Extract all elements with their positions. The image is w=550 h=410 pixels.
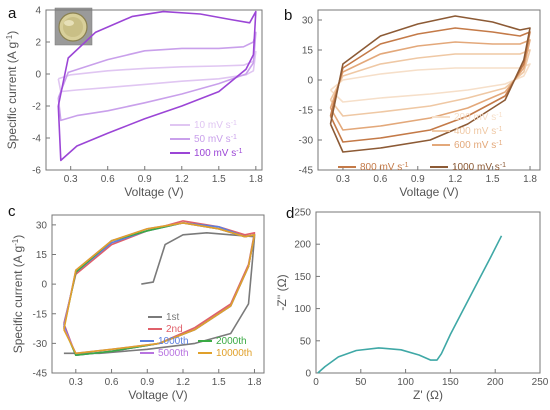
y-tick-label: 50 xyxy=(300,336,312,347)
x-tick-label: 0.9 xyxy=(411,174,425,185)
panel-label-a: a xyxy=(8,5,17,22)
legend-entry: 10 mV s-1 xyxy=(194,120,237,132)
y-tick-label: 15 xyxy=(302,46,314,57)
x-tick-label: 1.2 xyxy=(175,174,189,185)
series-c-10000th xyxy=(63,222,256,355)
series-b-200-mV-s xyxy=(329,63,531,103)
x-tick-label: 0.6 xyxy=(105,377,119,388)
y-tick-label: -30 xyxy=(299,136,314,147)
panel-d: 0 50 100 150 200 250 0 50 100 150 200 250 Z' (Ω) -Z''… xyxy=(275,208,549,403)
x-tick-label: 0.6 xyxy=(373,174,387,185)
plot-frame xyxy=(51,214,265,374)
y-tick-label: -45 xyxy=(33,369,48,380)
series-a-50-mV-s xyxy=(57,31,257,122)
legend-entry: 2000th xyxy=(216,336,247,347)
series-c-5000th xyxy=(63,222,256,355)
legend-entry: 600 mV s-1 xyxy=(454,140,503,152)
x-tick-label: 1.5 xyxy=(212,174,226,185)
series-b-1000-mV-s xyxy=(329,15,531,153)
legend-entry: 1000 mV s-1 xyxy=(452,162,506,174)
x-tick-label: 1.2 xyxy=(176,377,190,388)
x-tick-label: 1.5 xyxy=(212,377,226,388)
series-b-600-mV-s xyxy=(329,39,531,131)
y-tick-label: 4 xyxy=(35,6,41,17)
series-c-1st xyxy=(63,232,256,355)
panel-a: 0.3 0.6 0.9 1.2 1.5 1.8 4 2 0 -2 -4 -6 Voltage (V) Sp… xyxy=(5,6,264,200)
y-tick-label: 15 xyxy=(36,250,48,261)
x-tick-label: 1.5 xyxy=(486,174,500,185)
y-tick-label: 150 xyxy=(294,272,311,283)
x-tick-label: 0.6 xyxy=(101,174,115,185)
x-tick-label: 0.3 xyxy=(336,174,350,185)
series-a-10-mV-s xyxy=(57,50,257,93)
y-tick-label: 30 xyxy=(36,220,48,231)
x-tick-label: 1.2 xyxy=(448,174,462,185)
plot-frame xyxy=(315,211,541,374)
panel-c: 0.3 0.6 0.9 1.2 1.5 1.8 30 15 0 -15 -30 -45 Voltage … xyxy=(11,214,265,402)
y-tick-label: -6 xyxy=(32,166,41,177)
x-axis-label: Voltage (V) xyxy=(399,185,458,199)
panel-label-c: c xyxy=(8,203,16,220)
legend-entry: 800 mV s-1 xyxy=(360,162,409,174)
legend-entry: 5000th xyxy=(158,348,189,359)
x-tick-label: 0 xyxy=(313,377,319,388)
y-tick-label: 0 xyxy=(35,70,41,81)
y-tick-label: -30 xyxy=(33,339,48,350)
y-tick-label: 250 xyxy=(294,208,311,219)
x-tick-label: 100 xyxy=(397,377,414,388)
x-axis-label: Voltage (V) xyxy=(128,388,187,402)
x-tick-label: 0.3 xyxy=(64,174,78,185)
x-axis-label: Z' (Ω) xyxy=(413,388,443,402)
plot-frame xyxy=(45,9,263,171)
y-tick-label: -45 xyxy=(299,166,314,177)
x-tick-label: 0.9 xyxy=(138,174,152,185)
legend-entry: 400 mV s-1 xyxy=(454,126,503,138)
legend-entry: 50 mV s-1 xyxy=(194,134,237,146)
y-tick-label: 0 xyxy=(41,280,47,291)
y-tick-label: -15 xyxy=(299,106,314,117)
x-tick-label: 1.8 xyxy=(248,377,262,388)
y-tick-label: 0 xyxy=(307,76,313,87)
panel-label-b: b xyxy=(284,7,292,24)
y-tick-label: -2 xyxy=(32,102,41,113)
y-axis-label: Specific current (A g-1) xyxy=(5,31,20,150)
series-a-100-mV-s xyxy=(57,10,257,162)
legend-entry: 1st xyxy=(166,312,180,323)
series-d-nyquist xyxy=(317,235,503,374)
y-axis-label: -Z'' (Ω) xyxy=(275,274,289,310)
y-tick-label: 30 xyxy=(302,16,314,27)
y-tick-label: 200 xyxy=(294,240,311,251)
y-tick-label: 0 xyxy=(305,369,311,380)
y-tick-label: 100 xyxy=(294,304,311,315)
x-tick-label: 1.8 xyxy=(249,174,263,185)
legend-entry: 10000th xyxy=(216,348,252,359)
legend-entry: 200 mV s-1 xyxy=(454,112,503,124)
x-tick-label: 1.8 xyxy=(523,174,537,185)
legend-entry: 1000th xyxy=(158,336,189,347)
y-tick-label: 2 xyxy=(35,38,41,49)
x-tick-label: 50 xyxy=(355,377,367,388)
x-tick-label: 200 xyxy=(487,377,504,388)
legend-entry: 2nd xyxy=(166,324,183,335)
x-axis-label: Voltage (V) xyxy=(124,185,183,199)
panel-b: 0.3 0.6 0.9 1.2 1.5 1.8 30 15 0 -15 -30 -45 Voltage … xyxy=(299,9,541,199)
panel-label-d: d xyxy=(286,205,294,222)
x-tick-label: 150 xyxy=(442,377,459,388)
y-tick-label: -15 xyxy=(33,309,48,320)
x-tick-label: 250 xyxy=(532,377,549,388)
legend-entry: 100 mV s-1 xyxy=(194,148,243,160)
x-tick-label: 0.3 xyxy=(69,377,83,388)
y-tick-label: -4 xyxy=(32,134,41,145)
y-axis-label: Specific current (A g-1) xyxy=(11,235,26,354)
plot-frame xyxy=(317,9,541,171)
x-tick-label: 0.9 xyxy=(140,377,154,388)
coin-cell-photo xyxy=(54,7,93,46)
series-b-400-mV-s xyxy=(329,49,531,117)
